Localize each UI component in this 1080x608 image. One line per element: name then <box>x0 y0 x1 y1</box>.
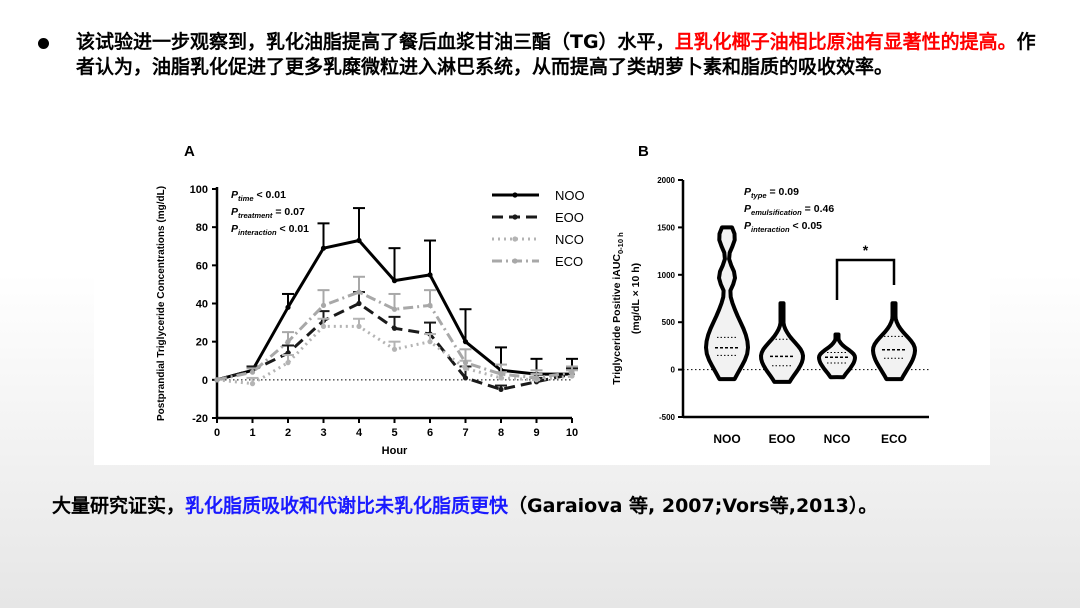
panel-a-x-tick-label: 3 <box>320 427 326 439</box>
panel-a-point-eco <box>285 339 291 345</box>
panel-a-point-nco <box>569 373 575 379</box>
panel-a-point-nco <box>498 375 504 381</box>
panel-a-x-tick-label: 2 <box>285 427 291 439</box>
panel-b-x-tick-label: ECO <box>881 432 907 446</box>
panel-a-point-nco <box>356 323 362 329</box>
panel-a-point-nco <box>285 360 291 366</box>
panel-b-y-tick-label: 1500 <box>657 223 675 232</box>
bullet-dot <box>38 38 49 49</box>
panel-b-y-tick-label: 0 <box>671 366 676 375</box>
panel-a-point-noo <box>391 278 398 284</box>
panel-a-stat-0: Ptime < 0.01 <box>231 189 286 203</box>
panel-b-stat-2: Pinteraction < 0.05 <box>744 220 822 234</box>
figure-panel: A -20 0 20 40 60 80 100 0 1 2 3 4 5 6 7 8 9 10 Hour Postpran… <box>94 132 990 465</box>
panel-a-point-nco <box>427 339 433 345</box>
panel-b-stat-0: Ptype = 0.09 <box>744 186 799 200</box>
panel-a-legend-label-eco: ECO <box>555 254 583 269</box>
bottom-conclusion: 大量研究证实，乳化脂质吸收和代谢比未乳化脂质更快（Garaiova 等, 200… <box>52 491 877 518</box>
bullet-text-part1: 该试验进一步观察到，乳化油脂提高了餐后血浆甘油三酯（TG）水平， <box>76 31 675 53</box>
panel-a-point-eoo <box>356 300 362 307</box>
panel-a-y-tick-label: 80 <box>196 222 208 234</box>
panel-a-legend-marker-noo <box>512 192 518 198</box>
panel-a-y-axis-label: Postprandial Triglyceride Concentrations… <box>156 186 167 421</box>
bullet-text-part3: 作者认为，油脂乳化促进了更多乳糜微粒进入淋巴系统，从而提高了类胡萝卜素和脂质的吸… <box>76 31 1036 78</box>
panel-b-y-tick-label: -500 <box>659 413 676 422</box>
panel-a-point-noo <box>320 245 327 251</box>
panel-a-x-tick-label: 4 <box>356 427 363 439</box>
bottom-text-citation: （Garaiova 等, 2007;Vors等,2013）。 <box>508 495 878 517</box>
panel-a-legend-label-nco: NCO <box>555 232 584 247</box>
panel-a-series-line-eco <box>216 290 573 382</box>
panel-a-y-tick-label: 40 <box>196 299 208 311</box>
panel-a-point-eco <box>214 377 220 383</box>
panel-b-violin-nco <box>817 332 857 380</box>
panel-a-legend-label-noo: NOO <box>555 188 585 203</box>
panel-a-point-eoo <box>391 325 398 331</box>
panel-a-y-tick-label: 60 <box>196 260 208 272</box>
panel-a-stat-2: Pinteraction < 0.01 <box>231 223 309 237</box>
panel-a-point-nco <box>462 365 469 371</box>
panel-b-stat-1: Pemulsification = 0.46 <box>744 203 834 217</box>
panel-a-point-noo <box>285 304 291 310</box>
panel-a-legend-marker-nco <box>512 236 518 242</box>
panel-a-point-eco <box>249 369 256 375</box>
bullet-text: 该试验进一步观察到，乳化油脂提高了餐后血浆甘油三酯（TG）水平，且乳化椰子油相比… <box>76 30 1038 79</box>
panel-a-y-tick-label: 20 <box>196 337 208 349</box>
panel-a-point-eco <box>569 369 575 375</box>
panel-a-point-eco <box>533 375 540 381</box>
panel-a-point-eoo <box>498 386 504 392</box>
panel-b-x-tick-label: NOO <box>713 432 740 446</box>
panel-b-significance-bracket <box>835 258 896 300</box>
panel-b-violin-noo <box>704 225 750 382</box>
panel-a-x-axis-label: Hour <box>382 445 408 457</box>
panel-a-point-eco <box>462 360 469 366</box>
panel-a-x-tick-label: 8 <box>498 427 504 439</box>
panel-b-violin-eoo <box>759 301 805 384</box>
panel-b-x-tick-label: NCO <box>824 432 851 446</box>
panel-a-letter: A <box>184 143 195 160</box>
bullet-text-highlight-red: 且乳化椰子油相比原油有显著性的提高。 <box>674 31 1017 53</box>
panel-a-point-eco <box>391 306 398 312</box>
bullet-block: 该试验进一步观察到，乳化油脂提高了餐后血浆甘油三酯（TG）水平，且乳化椰子油相比… <box>38 30 1038 79</box>
panel-a-point-eco <box>320 302 327 309</box>
panel-a-x-tick-label: 0 <box>214 427 220 439</box>
panel-a-point-nco <box>249 381 256 387</box>
panel-a-point-eco <box>498 371 504 377</box>
panel-a-x-tick-label: 6 <box>427 427 433 439</box>
panel-b-y-axis-label: Triglyceride Positive iAUC0-10 h <box>611 232 625 385</box>
panel-a-y-tick-label: -20 <box>192 413 208 425</box>
panel-a-y-tick-label: 100 <box>190 184 208 196</box>
panel-a-point-nco <box>391 346 398 352</box>
panel-b-x-tick-label: EOO <box>769 432 796 446</box>
panel-a-point-eco <box>356 289 362 295</box>
panel-a-point-noo <box>427 272 433 278</box>
panel-b-violin-eco <box>871 301 917 382</box>
panel-b-significance-star: * <box>863 242 869 258</box>
panel-b-y-axis-unit: (mg/dL × 10 h) <box>630 263 642 334</box>
panel-a-point-noo <box>462 339 469 345</box>
panel-a-x-tick-label: 9 <box>533 427 539 439</box>
panel-a-legend-marker-eco <box>512 258 518 264</box>
panel-b-y-tick-label: 2000 <box>657 176 675 185</box>
bottom-text-part1: 大量研究证实， <box>52 495 186 517</box>
panel-a-point-nco <box>320 323 327 329</box>
panel-a-point-eco <box>427 302 433 309</box>
panel-a-legend-label-eoo: EOO <box>555 210 584 225</box>
panel-a-point-eoo <box>462 375 469 381</box>
panel-b-letter: B <box>638 143 649 160</box>
panel-a-point-noo <box>356 237 362 244</box>
panel-a-x-tick-label: 1 <box>249 427 255 439</box>
panel-a-x-tick-label: 7 <box>462 427 468 439</box>
panel-a-y-tick-label: 0 <box>202 375 208 387</box>
panel-a-x-tick-label: 5 <box>391 427 397 439</box>
panel-a-stat-1: Ptreatment = 0.07 <box>231 206 305 220</box>
bottom-text-highlight-blue: 乳化脂质吸收和代谢比未乳化脂质更快 <box>185 495 509 517</box>
panel-b-y-tick-label: 500 <box>662 318 676 327</box>
panel-a-x-tick-label: 10 <box>566 427 578 439</box>
panel-a-legend-marker-eoo <box>512 214 518 220</box>
panel-b-y-tick-label: 1000 <box>657 271 675 280</box>
